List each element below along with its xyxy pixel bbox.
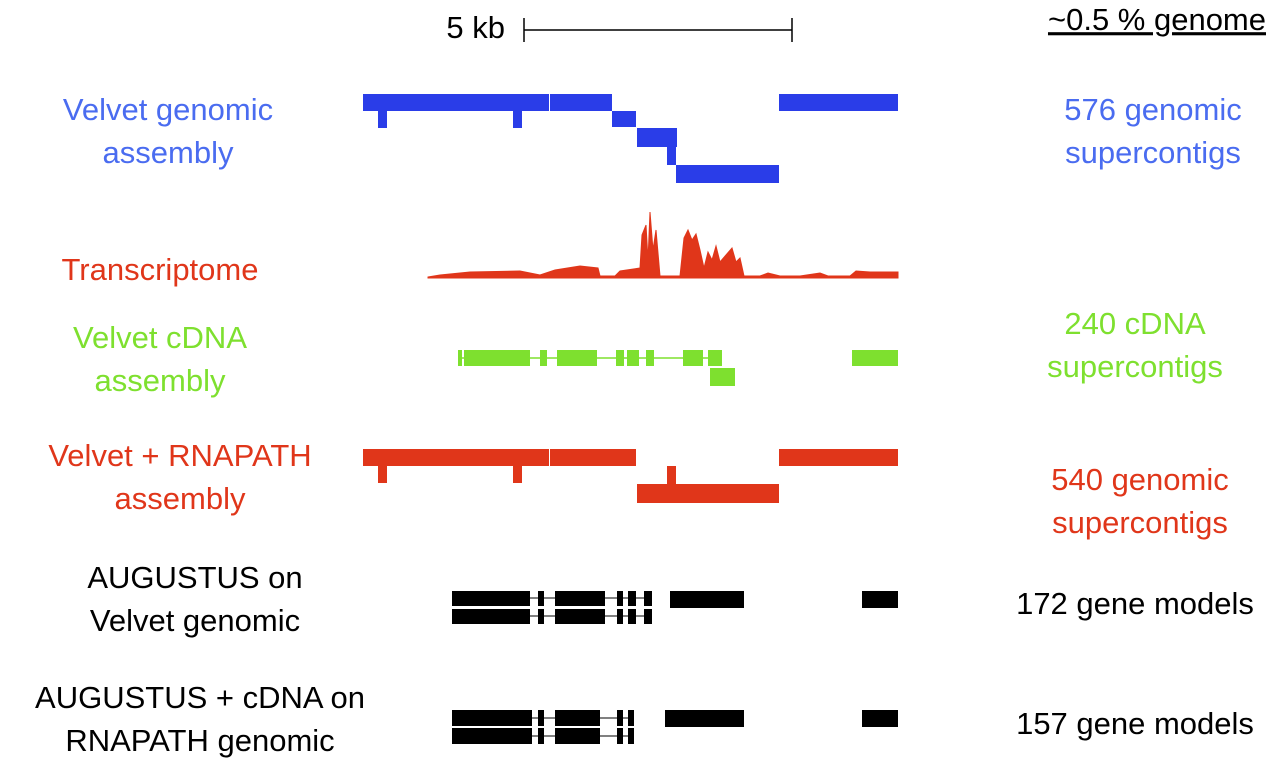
scale-label: 5 kb (446, 10, 505, 45)
track-label: Velvet cDNA (73, 320, 247, 355)
track-label: Velvet + RNAPATH (48, 438, 311, 473)
track-label: Velvet genomic (63, 92, 273, 127)
track-label: assembly (103, 135, 234, 170)
augustus-rnapath-track (452, 710, 898, 744)
track-label: RNAPATH genomic (65, 723, 334, 758)
velvet-cdna-track (458, 350, 898, 386)
track-summary: supercontigs (1052, 505, 1228, 540)
track-label: Velvet genomic (90, 603, 300, 638)
track-summary: 540 genomic (1051, 462, 1229, 497)
velvet-rnapath-track (363, 449, 898, 503)
track-summary: supercontigs (1047, 349, 1223, 384)
augustus-velvet-track (452, 591, 898, 624)
genome-label: ~0.5 % genome (1048, 2, 1266, 37)
scale-bar (523, 18, 793, 42)
track-summary: 172 gene models (1016, 586, 1254, 621)
velvet-genomic-track (363, 94, 898, 183)
track-summary: 576 genomic (1064, 92, 1242, 127)
track-summary: 240 cDNA (1064, 306, 1206, 341)
track-summary: supercontigs (1065, 135, 1241, 170)
track-label: Transcriptome (62, 252, 259, 287)
track-label: AUGUSTUS + cDNA on (35, 680, 365, 715)
track-label: assembly (115, 481, 246, 516)
transcriptome-coverage (427, 211, 899, 279)
track-label: AUGUSTUS on (87, 560, 302, 595)
track-summary: 157 gene models (1016, 706, 1254, 741)
track-label: assembly (95, 363, 226, 398)
